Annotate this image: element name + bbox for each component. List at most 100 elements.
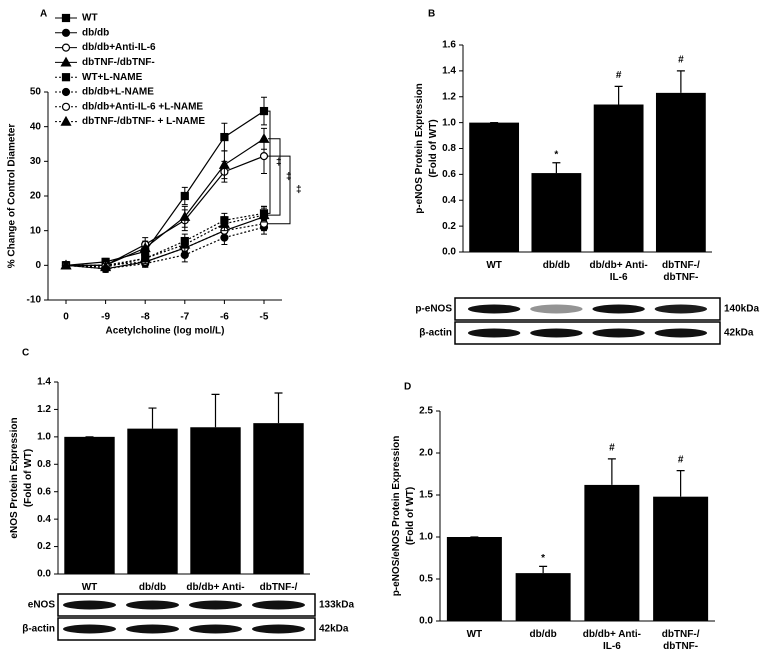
x-tick-label: -5 [260,312,269,323]
bar [469,122,520,252]
y-tick-label: 1.0 [419,532,433,543]
y-tick-label: 40 [30,121,42,132]
error-bar [676,70,685,93]
bar [653,496,709,621]
series-line [65,214,265,268]
bracket [268,155,291,225]
panel-label: B [428,9,435,20]
x-tick-label-box: WT [486,260,502,271]
x-tick-label-box: db/db [138,582,167,593]
x-tick-label-box: db/db+ Anti-IL-6 [582,629,641,652]
series-line [65,110,265,266]
x-tick-label: db/db+ Anti-IL-6 [589,260,648,283]
y-tick-label: 0.2 [37,541,51,552]
y-tick-label: 0 [35,260,41,271]
bar [253,423,304,574]
blot-size: 140kDa [724,304,759,315]
y-axis-label: eNOS Protein Expression (Fold of WT) [9,417,34,538]
data-point [258,209,270,220]
data-point [180,191,189,201]
error-bar [148,407,157,429]
y-axis-label-line: p-eNOS/eNOS Protein Expression [391,436,402,597]
x-tick-label: db/db [138,582,167,593]
x-tick-label-box: WT [467,629,483,640]
bracket [268,138,281,216]
blot-band [126,624,179,634]
legend-label: WT [82,13,98,24]
y-tick-label: 1.5 [419,490,433,501]
significance-marker: # [616,70,622,81]
x-tick-label: db/db+ Anti-IL-6 [582,629,641,652]
annotation: ‡ [296,185,302,196]
y-tick-label: 0.8 [442,143,456,154]
blot-label: eNOS [28,600,56,611]
legend-marker [61,13,71,23]
data-point [258,133,270,143]
significance-marker: # [609,443,615,454]
y-tick-label: 2.5 [419,406,433,417]
error-bar [552,162,561,174]
blot-band [189,624,242,634]
y-tick-label: 10 [30,225,42,236]
y-tick-label: 1.0 [442,117,456,128]
y-tick-label: 20 [30,191,42,202]
x-tick-label: 0 [63,312,69,323]
annotation: ‡ [276,157,282,168]
error-bar [274,392,283,424]
y-tick-label: 0.4 [442,195,456,206]
x-tick-label-box: db/db [542,260,570,271]
y-axis-label-line: p-eNOS Protein Expression [414,83,425,214]
blot-band [252,600,305,610]
x-tick-label: -7 [180,312,189,323]
x-tick-label: WT [486,260,502,271]
blot-size: 42kDa [724,328,754,339]
blot-band [467,304,521,314]
legend-marker [61,73,71,82]
x-tick-label: dbTNF-/ dbTNF- [661,260,700,283]
data-point [139,242,151,253]
significance-marker: # [678,55,684,66]
bar [64,436,115,574]
blot-frame [454,321,721,345]
data-point [179,238,191,249]
y-axis-label-line: (Fold of WT) [428,119,439,177]
bar [515,573,571,621]
blot-band [530,328,583,338]
error-bar [607,458,616,485]
y-tick-label: 30 [30,156,42,167]
blot-band [654,328,708,338]
y-axis-label-line: eNOS Protein Expression [9,417,20,538]
legend-marker [61,28,71,37]
legend-marker [60,115,72,126]
bar [127,428,178,574]
significance-marker: * [554,149,558,160]
blot-band [530,304,583,314]
bar [190,427,241,574]
blot-size: 42kDa [319,624,349,635]
x-tick-label-box: db/db [530,629,557,640]
y-tick-label: 1.4 [37,377,51,388]
y-tick-label: 0.6 [37,486,51,497]
legend-label: db/db+Anti-IL-6 +L-NAME [82,101,203,112]
x-tick-label-box: WT [82,582,98,593]
panel-label: D [404,382,411,393]
error-bar [614,85,623,105]
legend-label: dbTNF-/dbTNF- [82,57,155,68]
y-axis-label: p-eNOS Protein Expression (Fold of WT) [414,83,439,214]
y-tick-label: 0.0 [419,616,433,627]
series-line [66,223,265,266]
significance-marker: * [541,553,545,564]
y-tick-label: 2.0 [419,448,433,459]
legend-marker [60,56,72,67]
blot-band [189,600,242,610]
significance-marker: # [678,454,684,465]
bar [593,104,644,252]
blot-band [592,328,645,338]
x-tick-label: -6 [220,312,229,323]
legend-marker [61,102,71,111]
x-tick-label: -9 [101,312,110,323]
x-tick-label: db/db [542,260,570,271]
y-tick-label: 1.4 [442,66,456,77]
error-bar [539,565,548,574]
